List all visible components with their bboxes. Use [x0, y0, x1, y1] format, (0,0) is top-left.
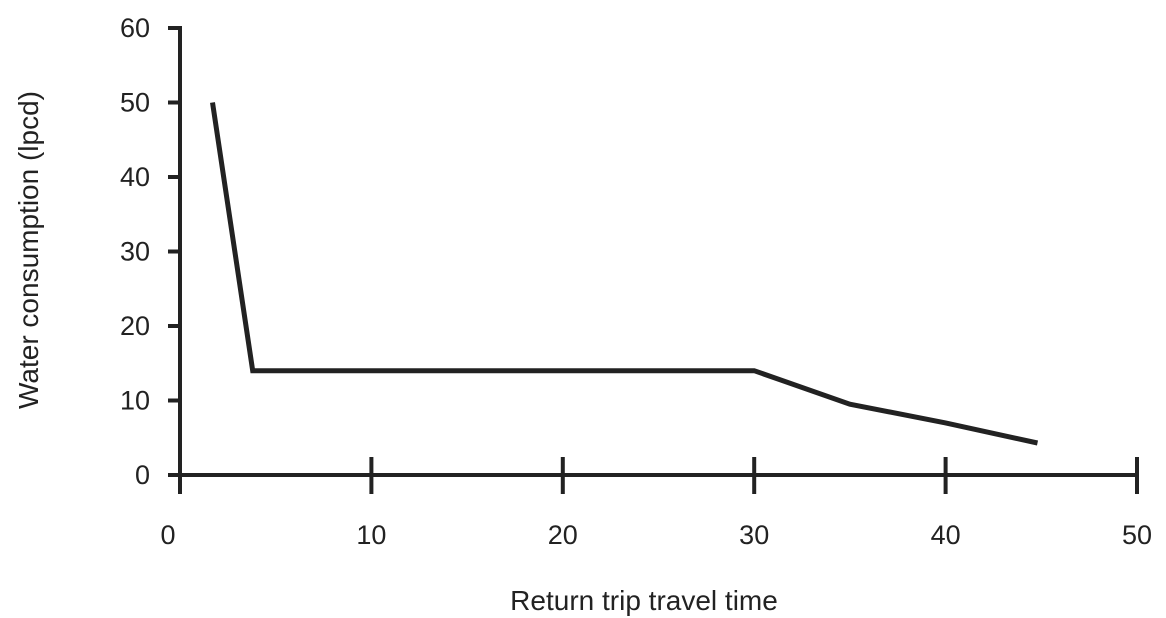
y-tick-label: 0 — [135, 460, 150, 490]
series-line — [210, 102, 1039, 446]
x-tick-label: 40 — [931, 520, 961, 550]
y-tick-label: 10 — [120, 386, 150, 416]
x-tick-label: 20 — [548, 520, 578, 550]
y-axis: 0 10 20 30 40 50 60 — [120, 13, 182, 490]
x-axis-title: Return trip travel time — [510, 585, 778, 616]
x-tick-label: 0 — [160, 520, 175, 550]
y-tick-label: 30 — [120, 237, 150, 267]
x-tick-label: 10 — [356, 520, 386, 550]
x-tick-label: 50 — [1122, 520, 1152, 550]
y-tick-label: 20 — [120, 311, 150, 341]
x-axis: 0 10 20 30 40 50 — [160, 457, 1152, 550]
y-axis-title: Water consumption (lpcd) — [13, 91, 44, 409]
y-tick-label: 60 — [120, 13, 150, 43]
y-tick-label: 50 — [120, 88, 150, 118]
x-tick-label: 30 — [739, 520, 769, 550]
series-group — [210, 102, 1039, 446]
y-tick-label: 40 — [120, 162, 150, 192]
